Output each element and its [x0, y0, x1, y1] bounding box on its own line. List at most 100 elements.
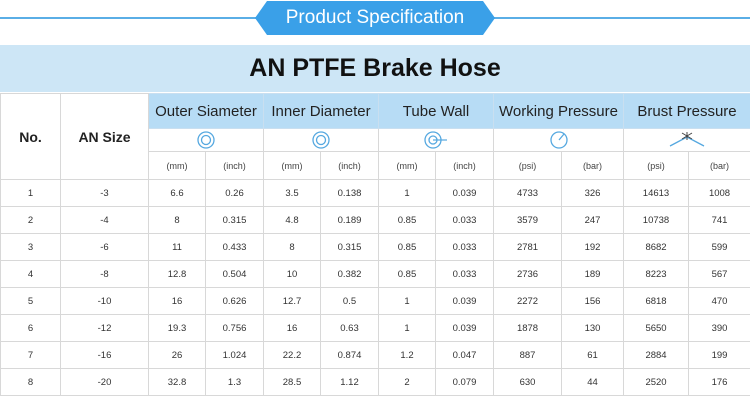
- cell-od-inch: 0.756: [205, 314, 264, 342]
- cell-burst-psi: 2884: [623, 341, 690, 369]
- cell-no: 2: [0, 206, 61, 234]
- header-working-pressure: Working Pressure: [493, 93, 625, 129]
- cell-id-mm: 10: [263, 260, 321, 288]
- cell-wall-inch: 0.033: [434, 206, 495, 234]
- cell-burst-psi: 10738: [623, 206, 690, 234]
- cell-wall-mm: 1: [378, 314, 436, 342]
- unit-label: (inch): [434, 151, 495, 180]
- cell-no: 6: [0, 314, 61, 342]
- cell-burst-bar: 199: [688, 341, 750, 369]
- cell-an-size: -10: [60, 287, 149, 315]
- table-row: 4 -8 12.8 0.504 10 0.382 0.85 0.033 2736 189 8223 5…: [0, 260, 750, 288]
- cell-burst-bar: 599: [688, 233, 750, 261]
- cell-working-bar: 247: [561, 206, 625, 234]
- cell-id-inch: 0.874: [320, 341, 379, 369]
- table-row: 3 -6 11 0.433 8 0.315 0.85 0.033 2781 192 8682 599: [0, 233, 750, 261]
- table-row: 8 -20 32.8 1.3 28.5 1.12 2 0.079 630 44 2520 176: [0, 368, 750, 396]
- cell-wall-mm: 0.85: [378, 233, 436, 261]
- cell-working-bar: 192: [561, 233, 625, 261]
- cell-working-psi: 4733: [493, 179, 563, 207]
- cell-wall-inch: 0.033: [434, 260, 495, 288]
- cell-wall-mm: 2: [378, 368, 436, 396]
- burst-pressure-icon-cell: [623, 128, 750, 152]
- unit-label: (bar): [688, 151, 750, 180]
- cell-wall-inch: 0.047: [434, 341, 495, 369]
- unit-label: (mm): [148, 151, 206, 180]
- cell-id-inch: 1.12: [320, 368, 379, 396]
- cell-id-mm: 8: [263, 233, 321, 261]
- cell-od-inch: 1.024: [205, 341, 264, 369]
- unit-label: (inch): [320, 151, 379, 180]
- cell-id-mm: 28.5: [263, 368, 321, 396]
- banner-title: Product Specification: [285, 7, 465, 28]
- cell-burst-psi: 8682: [623, 233, 690, 261]
- cell-working-psi: 887: [493, 341, 563, 369]
- header-an-size: AN Size: [60, 93, 149, 180]
- cell-no: 3: [0, 233, 61, 261]
- header-burst-pressure: Brust Pressure: [623, 93, 750, 129]
- cell-working-bar: 189: [561, 260, 625, 288]
- unit-label: (mm): [378, 151, 436, 180]
- top-banner: Product Specification: [0, 0, 750, 40]
- cell-an-size: -16: [60, 341, 149, 369]
- cell-id-inch: 0.138: [320, 179, 379, 207]
- cell-no: 7: [0, 341, 61, 369]
- cell-no: 4: [0, 260, 61, 288]
- cell-id-mm: 4.8: [263, 206, 321, 234]
- cell-od-mm: 16: [148, 287, 206, 315]
- cell-wall-mm: 1: [378, 287, 436, 315]
- cell-id-inch: 0.63: [320, 314, 379, 342]
- cell-burst-bar: 470: [688, 287, 750, 315]
- header-tube-wall: Tube Wall: [377, 93, 495, 129]
- table-row: 1 -3 6.6 0.26 3.5 0.138 1 0.039 4733 326 14613 1008: [0, 179, 750, 207]
- cell-no: 5: [0, 287, 61, 315]
- cell-wall-inch: 0.033: [434, 233, 495, 261]
- cell-id-mm: 16: [263, 314, 321, 342]
- cell-burst-psi: 14613: [623, 179, 690, 207]
- cell-wall-inch: 0.039: [434, 179, 495, 207]
- banner-ribbon: Product Specification: [255, 1, 495, 35]
- table-row: 5 -10 16 0.626 12.7 0.5 1 0.039 2272 156 6818 470: [0, 287, 750, 315]
- cell-id-inch: 0.189: [320, 206, 379, 234]
- cell-od-inch: 0.504: [205, 260, 264, 288]
- cell-od-mm: 12.8: [148, 260, 206, 288]
- cell-wall-mm: 1: [378, 179, 436, 207]
- cell-id-mm: 3.5: [263, 179, 321, 207]
- double-ring-icon: [197, 131, 215, 149]
- spec-table: No. AN Size Outer Siameter Inner Diamete…: [0, 93, 750, 396]
- unit-label: (mm): [263, 151, 321, 180]
- working-pressure-icon-cell: [493, 128, 625, 152]
- cell-working-psi: 2781: [493, 233, 563, 261]
- cell-working-psi: 2736: [493, 260, 563, 288]
- cell-od-inch: 0.315: [205, 206, 264, 234]
- outer-diameter-icon-cell: [148, 128, 264, 152]
- cell-an-size: -12: [60, 314, 149, 342]
- cell-burst-psi: 5650: [623, 314, 690, 342]
- cell-no: 1: [0, 179, 61, 207]
- cell-od-inch: 0.626: [205, 287, 264, 315]
- cell-wall-mm: 0.85: [378, 206, 436, 234]
- cell-working-bar: 61: [561, 341, 625, 369]
- cell-id-mm: 22.2: [263, 341, 321, 369]
- cell-burst-bar: 567: [688, 260, 750, 288]
- burst-icon: [669, 132, 705, 147]
- cell-working-bar: 130: [561, 314, 625, 342]
- header-inner-diameter: Inner Diameter: [263, 93, 379, 129]
- cell-working-bar: 156: [561, 287, 625, 315]
- cell-wall-inch: 0.039: [434, 287, 495, 315]
- header-outer-diameter: Outer Siameter: [148, 93, 264, 129]
- cell-burst-bar: 1008: [688, 179, 750, 207]
- table-row: 2 -4 8 0.315 4.8 0.189 0.85 0.033 3579 247 10738 74…: [0, 206, 750, 234]
- cell-id-inch: 0.382: [320, 260, 379, 288]
- cell-od-mm: 11: [148, 233, 206, 261]
- cell-an-size: -4: [60, 206, 149, 234]
- cell-burst-psi: 6818: [623, 287, 690, 315]
- double-ring-icon: [312, 131, 330, 149]
- table-title-bar: AN PTFE Brake Hose: [0, 45, 750, 92]
- cell-burst-bar: 176: [688, 368, 750, 396]
- cell-wall-mm: 0.85: [378, 260, 436, 288]
- cell-id-inch: 0.315: [320, 233, 379, 261]
- unit-label: (psi): [623, 151, 690, 180]
- cell-working-psi: 1878: [493, 314, 563, 342]
- cell-od-mm: 32.8: [148, 368, 206, 396]
